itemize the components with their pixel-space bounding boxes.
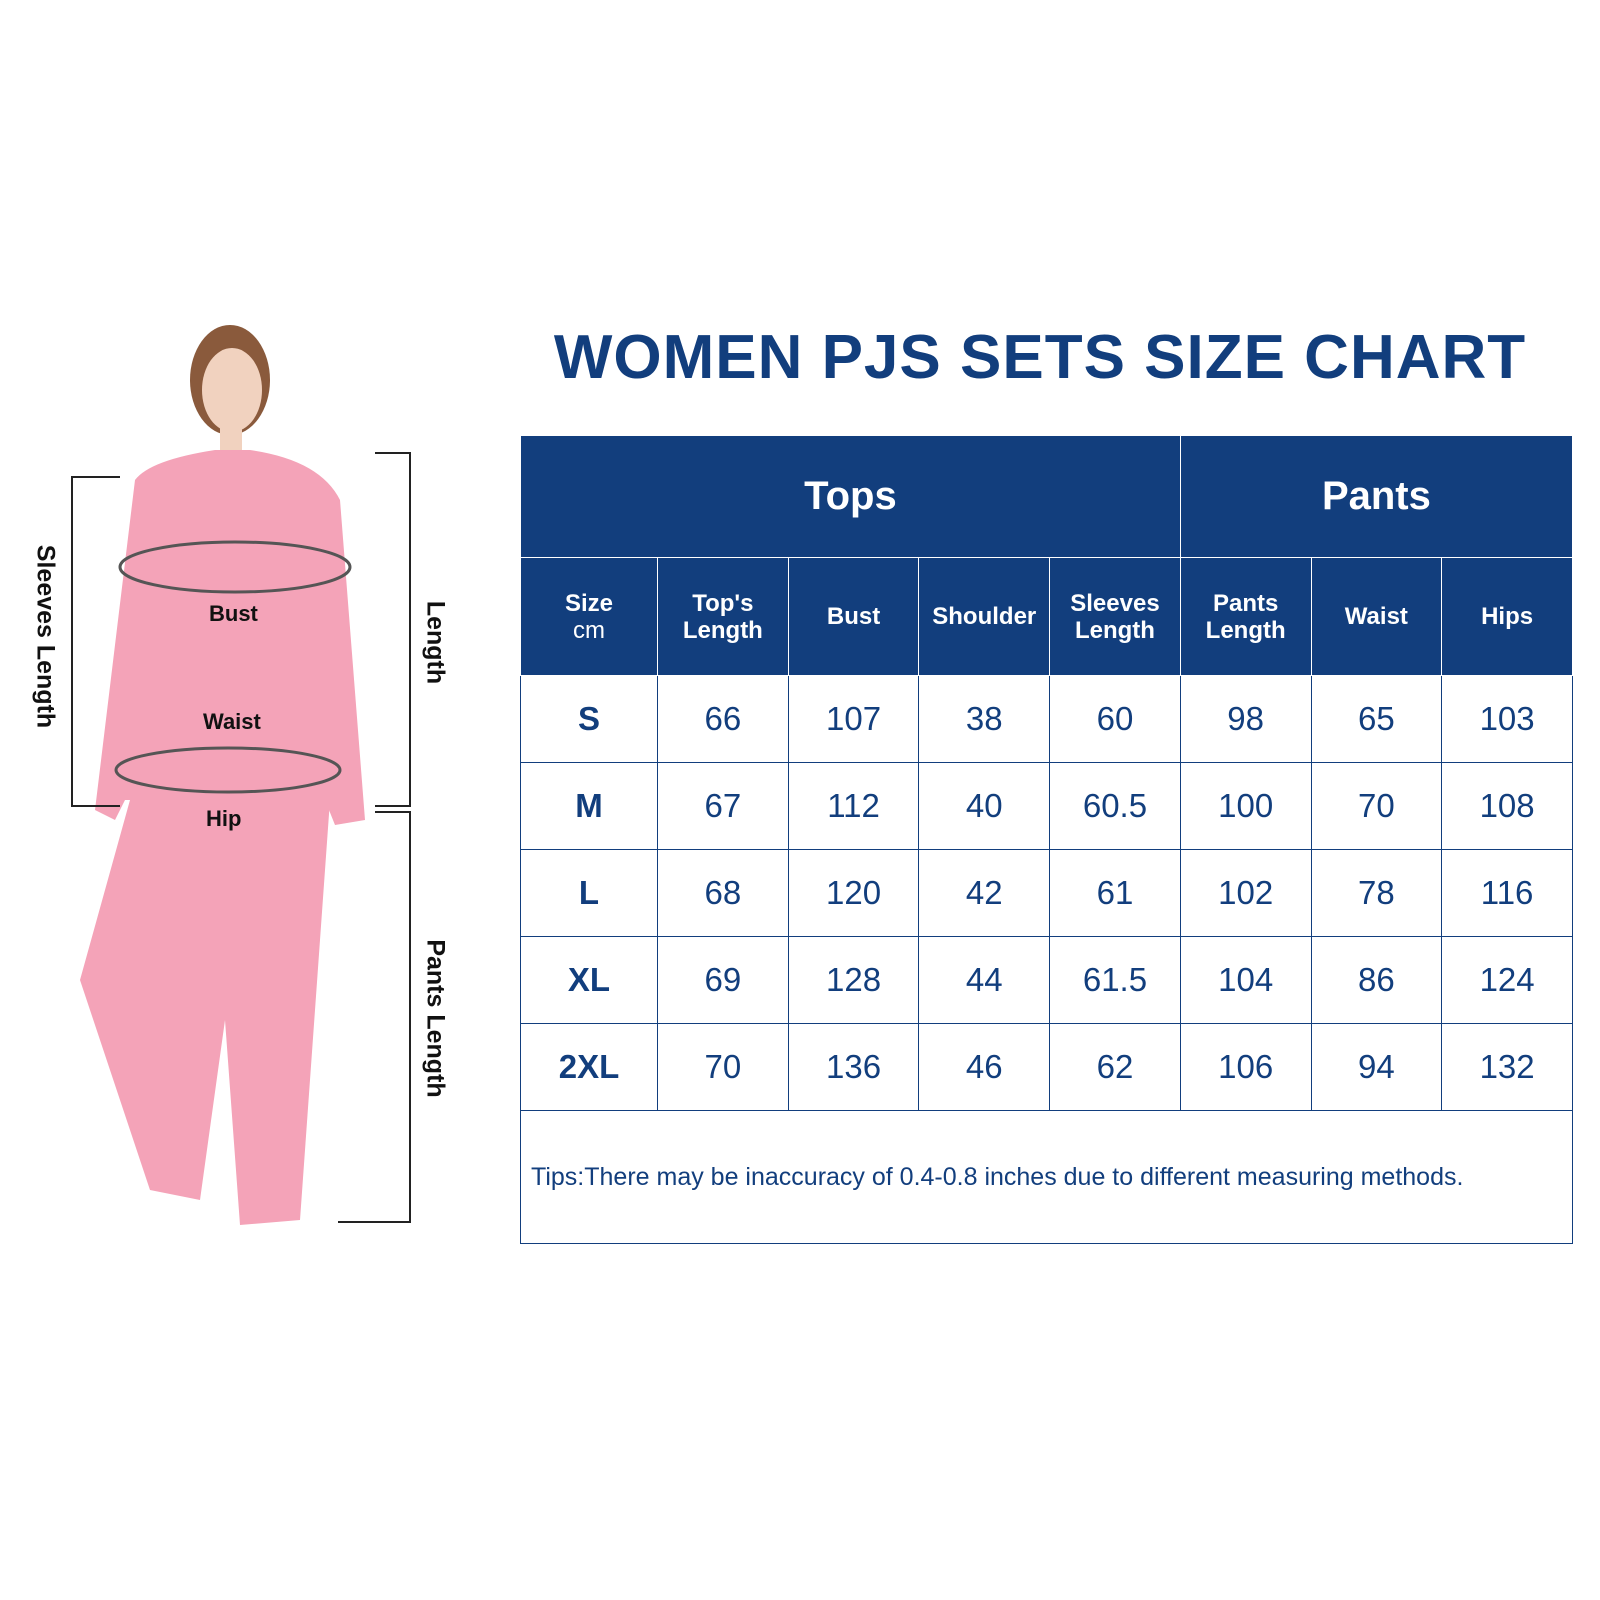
value-cell: 104 <box>1179 936 1312 1024</box>
value-cell: 78 <box>1310 849 1443 937</box>
value-cell: 60.5 <box>1049 762 1181 850</box>
value-cell: 61 <box>1049 849 1181 937</box>
page-title: WOMEN PJS SETS SIZE CHART <box>553 323 1527 392</box>
column-header: Waist <box>1310 557 1443 676</box>
value-cell: 67 <box>657 762 789 850</box>
column-header: Hips <box>1441 557 1573 676</box>
value-cell: 60 <box>1049 675 1181 763</box>
group-header-tops: Tops <box>520 435 1181 558</box>
column-header: Shoulder <box>918 557 1051 676</box>
value-cell: 46 <box>918 1023 1051 1111</box>
column-header: Bust <box>787 557 920 676</box>
hip-label: Hip <box>206 806 242 831</box>
value-cell: 65 <box>1310 675 1443 763</box>
group-header-pants: Pants <box>1179 435 1574 558</box>
value-cell: 128 <box>787 936 920 1024</box>
value-cell: 40 <box>918 762 1051 850</box>
length-label: Length <box>421 600 450 685</box>
value-cell: 66 <box>657 675 789 763</box>
table-row: S 66 107 38 60 98 65 103 <box>520 675 1573 763</box>
table-row: 2XL 70 136 46 62 106 94 132 <box>520 1023 1573 1111</box>
value-cell: 98 <box>1179 675 1312 763</box>
column-header: Top's Length <box>657 557 789 676</box>
size-cell: M <box>520 762 658 850</box>
value-cell: 120 <box>787 849 920 937</box>
value-cell: 61.5 <box>1049 936 1181 1024</box>
value-cell: 70 <box>657 1023 789 1111</box>
size-cell: L <box>520 849 658 937</box>
value-cell: 86 <box>1310 936 1443 1024</box>
value-cell: 42 <box>918 849 1051 937</box>
pajama-model-illustration <box>71 325 411 1225</box>
size-cell: 2XL <box>520 1023 658 1111</box>
pants-length-label: Pants Length <box>421 939 450 1098</box>
table-row: L 68 120 42 61 102 78 116 <box>520 849 1573 937</box>
value-cell: 106 <box>1179 1023 1312 1111</box>
size-cell: XL <box>520 936 658 1024</box>
value-cell: 103 <box>1441 675 1573 763</box>
unit-label: cm <box>573 616 605 644</box>
value-cell: 124 <box>1441 936 1573 1024</box>
column-header-size: Size cm <box>520 557 658 676</box>
value-cell: 107 <box>787 675 920 763</box>
value-cell: 132 <box>1441 1023 1573 1111</box>
tips-note: Tips:There may be inaccuracy of 0.4-0.8 … <box>520 1110 1573 1244</box>
value-cell: 62 <box>1049 1023 1181 1111</box>
value-cell: 108 <box>1441 762 1573 850</box>
column-header: Sleeves Length <box>1049 557 1181 676</box>
table-row: M 67 112 40 60.5 100 70 108 <box>520 762 1573 850</box>
value-cell: 136 <box>787 1023 920 1111</box>
column-header: Pants Length <box>1179 557 1312 676</box>
sleeves-length-label: Sleeves Length <box>31 544 60 729</box>
value-cell: 69 <box>657 936 789 1024</box>
value-cell: 44 <box>918 936 1051 1024</box>
size-cell: S <box>520 675 658 763</box>
value-cell: 102 <box>1179 849 1312 937</box>
value-cell: 116 <box>1441 849 1573 937</box>
value-cell: 112 <box>787 762 920 850</box>
table-row: XL 69 128 44 61.5 104 86 124 <box>520 936 1573 1024</box>
value-cell: 100 <box>1179 762 1312 850</box>
waist-label: Waist <box>203 709 261 734</box>
value-cell: 38 <box>918 675 1051 763</box>
bust-label: Bust <box>209 601 258 626</box>
value-cell: 94 <box>1310 1023 1443 1111</box>
value-cell: 70 <box>1310 762 1443 850</box>
size-header-label: Size <box>564 589 614 617</box>
value-cell: 68 <box>657 849 789 937</box>
model-figure <box>0 300 500 1305</box>
size-chart-table: Tops Pants Size cm Top's Length Bust Shou… <box>520 435 1574 1244</box>
